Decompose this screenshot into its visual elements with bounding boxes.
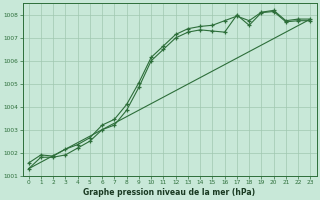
X-axis label: Graphe pression niveau de la mer (hPa): Graphe pression niveau de la mer (hPa) [84,188,256,197]
